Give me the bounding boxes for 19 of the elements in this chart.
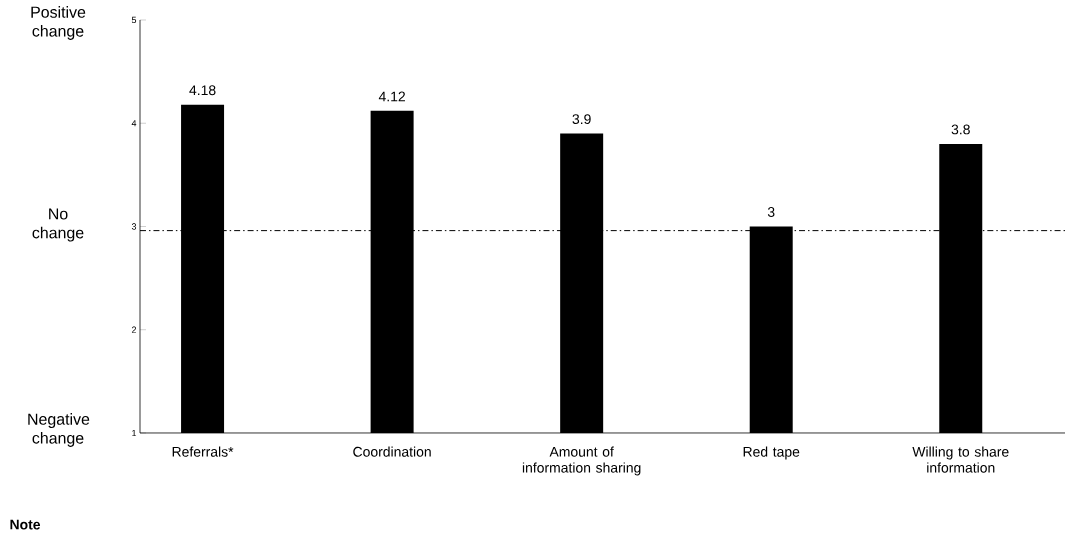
data-label: 4.12 xyxy=(378,91,405,102)
x-tick-label: Amount of information sharing xyxy=(522,446,641,476)
text: Note xyxy=(10,519,41,530)
x-tick-label: Referrals* xyxy=(172,446,234,457)
x-tick-label: Red tape xyxy=(743,446,800,460)
x-tick-label: Willing to share information xyxy=(912,446,1009,473)
x-tick-label: Coordination xyxy=(353,446,431,457)
y-tick-label: 4 xyxy=(131,120,137,127)
y-tick-label: 1 xyxy=(132,429,137,437)
data-label: 3 xyxy=(767,207,775,217)
text: Negative change xyxy=(28,413,90,447)
text: No change xyxy=(32,208,84,242)
y-tick-label: 2 xyxy=(131,326,137,333)
y-tick-label: 5 xyxy=(131,16,137,24)
text: Positive change xyxy=(31,6,86,40)
data-label: 4.18 xyxy=(189,85,216,96)
data-label: 3.9 xyxy=(572,114,591,125)
data-label: 3.8 xyxy=(951,124,970,135)
y-tick-label: 3 xyxy=(131,223,137,230)
